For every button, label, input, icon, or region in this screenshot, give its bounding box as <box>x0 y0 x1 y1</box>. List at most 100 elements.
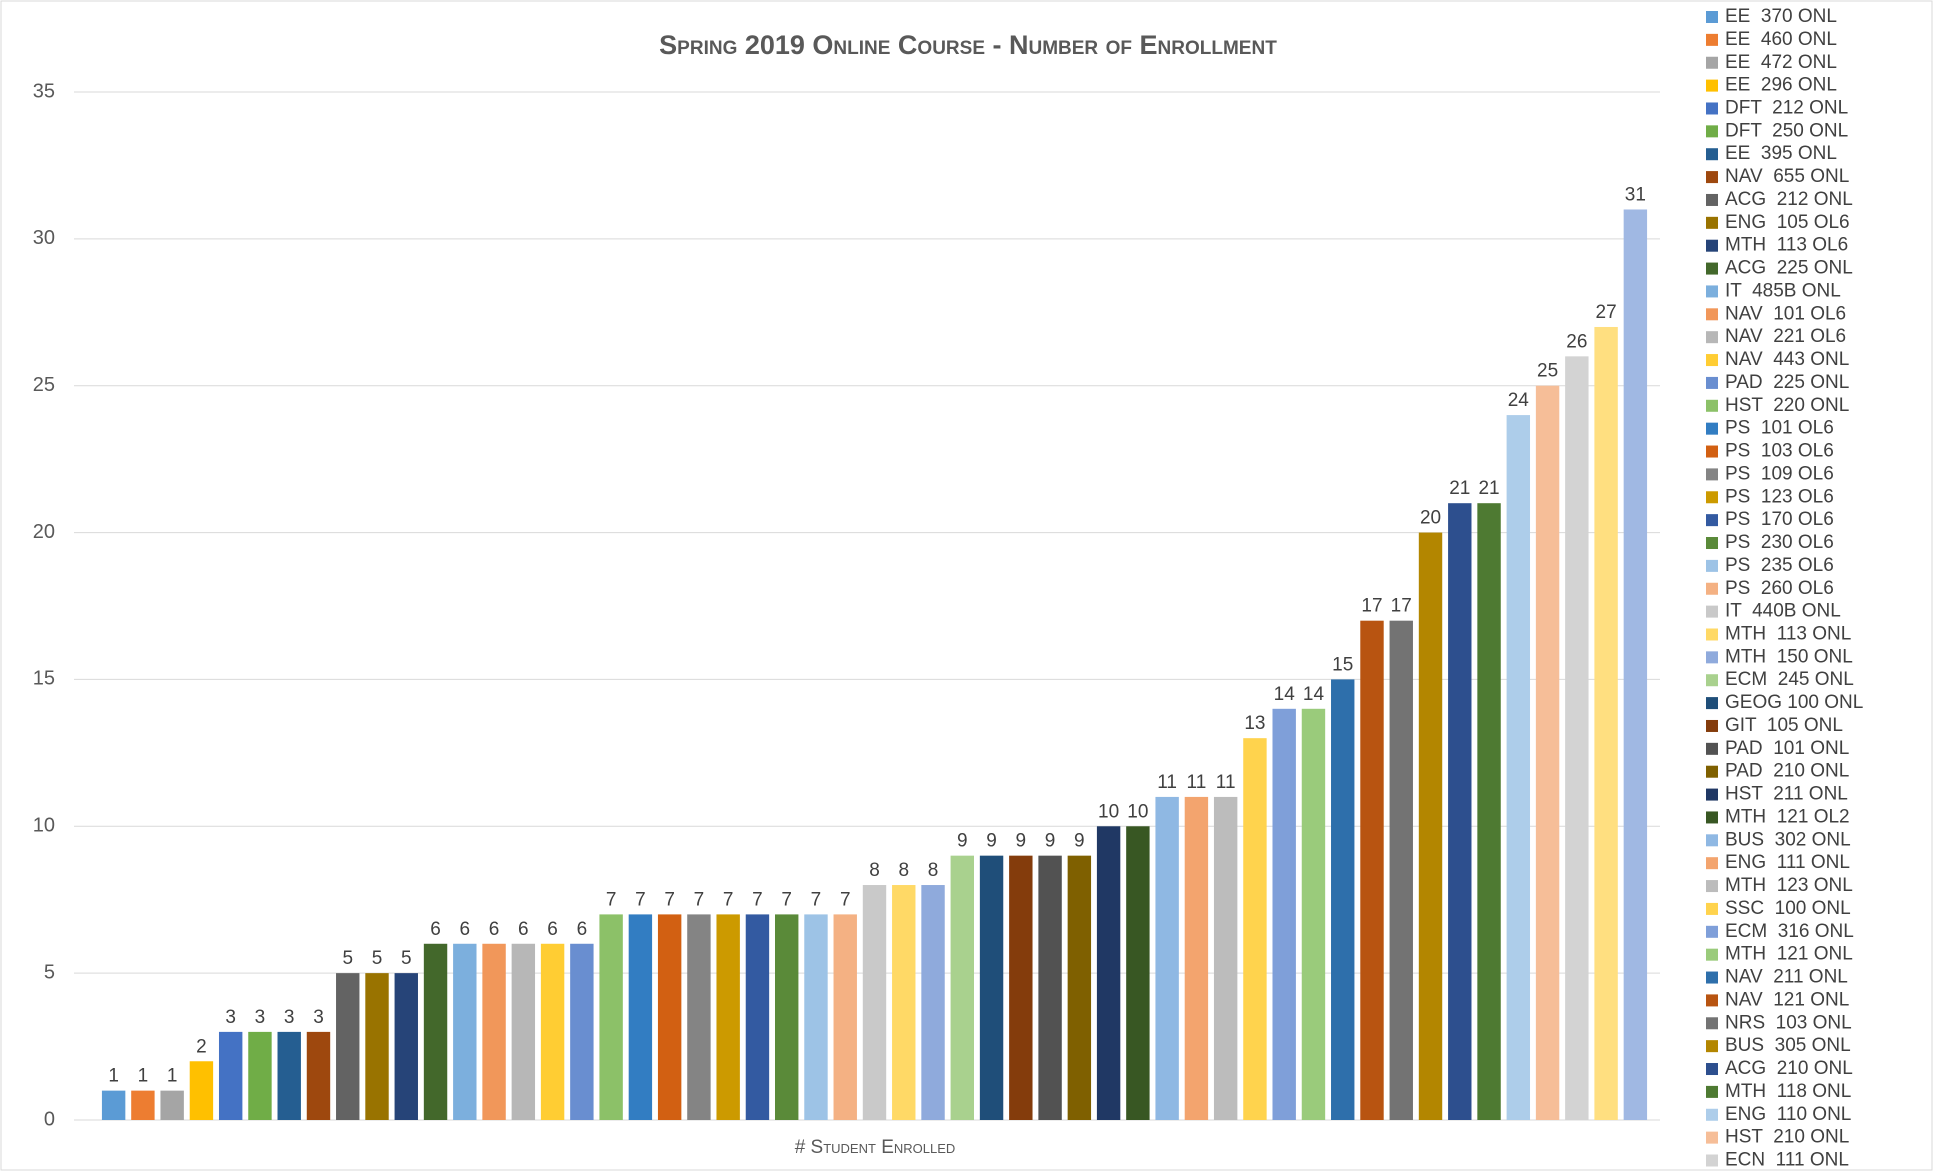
data-label: 5 <box>342 948 353 969</box>
legend-label: ECN 111 ONL <box>1725 1150 1849 1171</box>
legend-swatch <box>1706 834 1718 847</box>
legend-label: MTH 150 ONL <box>1725 646 1853 667</box>
bar <box>394 973 418 1120</box>
legend-swatch <box>1706 354 1718 367</box>
data-label: 3 <box>225 1007 236 1028</box>
bar <box>950 855 974 1120</box>
data-label: 9 <box>957 831 968 852</box>
data-label: 27 <box>1596 302 1617 323</box>
data-label: 11 <box>1216 772 1236 793</box>
data-label: 7 <box>752 889 763 910</box>
legend-swatch <box>1706 765 1718 778</box>
data-label: 17 <box>1391 596 1412 617</box>
bar <box>1155 796 1179 1120</box>
legend-label: ENG 110 ONL <box>1725 1104 1851 1125</box>
legend-swatch <box>1706 148 1718 161</box>
legend-label: ACG 212 ONL <box>1725 189 1853 210</box>
legend-swatch <box>1706 971 1718 984</box>
data-label: 8 <box>928 860 939 881</box>
legend-swatch <box>1706 605 1718 618</box>
data-label: 7 <box>723 889 734 910</box>
legend-label: PS 170 OL6 <box>1725 509 1834 530</box>
data-label: 9 <box>1045 831 1056 852</box>
bar <box>1096 826 1121 1120</box>
legend-swatch <box>1706 376 1718 389</box>
data-label: 7 <box>664 889 675 910</box>
legend-label: ECM 316 ONL <box>1725 921 1854 942</box>
bar <box>745 914 770 1120</box>
legend-swatch <box>1706 902 1718 915</box>
data-label: 6 <box>489 919 500 940</box>
legend-swatch <box>1706 880 1718 893</box>
data-label: 21 <box>1478 478 1499 499</box>
data-label: 5 <box>401 948 412 969</box>
legend-label: NAV 443 ONL <box>1725 349 1849 370</box>
data-label: 10 <box>1127 801 1148 822</box>
data-label: 7 <box>635 889 646 910</box>
legend-label: GEOG 100 ONL <box>1725 692 1863 713</box>
legend-label: MTH 118 ONL <box>1725 1081 1851 1102</box>
legend-swatch <box>1706 422 1718 435</box>
legend-label: ACG 225 ONL <box>1725 258 1853 279</box>
legend-label: ENG 105 OL6 <box>1725 212 1850 233</box>
legend-label: NAV 655 ONL <box>1725 166 1849 187</box>
bar <box>511 943 536 1120</box>
legend-swatch <box>1706 719 1718 732</box>
data-label: 6 <box>547 919 558 940</box>
legend-swatch <box>1706 56 1718 69</box>
data-label: 1 <box>167 1066 178 1087</box>
legend-swatch <box>1706 125 1718 138</box>
legend-swatch <box>1706 1108 1718 1121</box>
legend-label: EE 460 ONL <box>1725 29 1837 50</box>
legend-swatch <box>1706 239 1718 252</box>
data-label: 17 <box>1361 596 1382 617</box>
legend-swatch <box>1706 582 1718 595</box>
bar <box>1272 708 1296 1120</box>
data-label: 3 <box>313 1007 324 1028</box>
legend-swatch <box>1706 1131 1718 1144</box>
legend-swatch <box>1706 514 1718 527</box>
legend-label: MTH 123 ONL <box>1725 875 1853 896</box>
bar <box>1360 620 1384 1120</box>
data-label: 20 <box>1420 508 1441 529</box>
data-label: 1 <box>138 1066 149 1087</box>
bar <box>453 943 477 1120</box>
legend-swatch <box>1706 399 1718 412</box>
bar <box>189 1061 214 1120</box>
legend-label: PAD 210 ONL <box>1725 761 1849 782</box>
legend-swatch <box>1706 468 1718 481</box>
bar <box>1535 385 1560 1120</box>
legend-label: PS 123 OL6 <box>1725 486 1834 507</box>
legend-label: HST 220 ONL <box>1725 395 1849 416</box>
bar <box>423 943 448 1120</box>
data-label: 24 <box>1508 390 1530 411</box>
data-label: 7 <box>606 889 617 910</box>
y-tick-label: 15 <box>33 668 55 690</box>
legend-label: BUS 305 ONL <box>1725 1035 1851 1056</box>
bar <box>716 914 740 1120</box>
data-label: 26 <box>1566 331 1587 352</box>
bar <box>570 943 594 1120</box>
bar <box>336 973 360 1120</box>
bar <box>218 1031 243 1120</box>
legend-label: MTH 113 ONL <box>1725 624 1851 645</box>
legend-swatch <box>1706 11 1718 23</box>
data-label: 8 <box>898 860 909 881</box>
bar <box>599 914 623 1120</box>
legend-label: BUS 302 ONL <box>1725 829 1851 850</box>
y-tick-label: 25 <box>33 374 55 396</box>
bar <box>892 885 916 1120</box>
bar <box>131 1090 155 1120</box>
legend-swatch <box>1706 697 1718 710</box>
data-label: 11 <box>1157 772 1177 793</box>
legend-swatch <box>1706 811 1718 824</box>
legend-swatch <box>1706 1040 1718 1053</box>
bar <box>921 885 945 1120</box>
bar <box>1594 326 1618 1120</box>
legend-label: PS 101 OL6 <box>1725 418 1834 439</box>
legend-label: PS 260 OL6 <box>1725 578 1834 599</box>
legend-label: NAV 101 OL6 <box>1725 303 1846 324</box>
legend-label: MTH 121 ONL <box>1725 944 1853 965</box>
legend-label: PS 230 OL6 <box>1725 532 1834 553</box>
